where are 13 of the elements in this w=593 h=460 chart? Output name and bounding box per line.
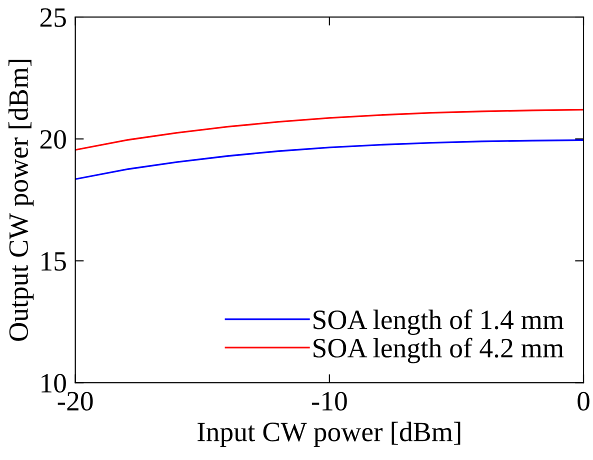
y-tick-label: 25	[40, 8, 66, 27]
legend-label: SOA length of 4.2 mm	[314, 338, 564, 364]
y-tick-label: 15	[42, 252, 66, 271]
y-axis-title: Output CW power [dBm]	[8, 60, 34, 341]
legend-label: SOA length of 1.4 mm	[314, 309, 564, 335]
x-tick-label: -20	[58, 392, 93, 411]
x-axis-title: Input CW power [dBm]	[198, 422, 460, 447]
line-series	[75, 139, 584, 180]
y-tick-label: 20	[40, 130, 66, 149]
x-tick-label: 0	[578, 392, 590, 411]
x-tick-label: -10	[312, 392, 347, 411]
y-tick-label: 10	[42, 374, 66, 393]
line-series	[75, 108, 584, 151]
